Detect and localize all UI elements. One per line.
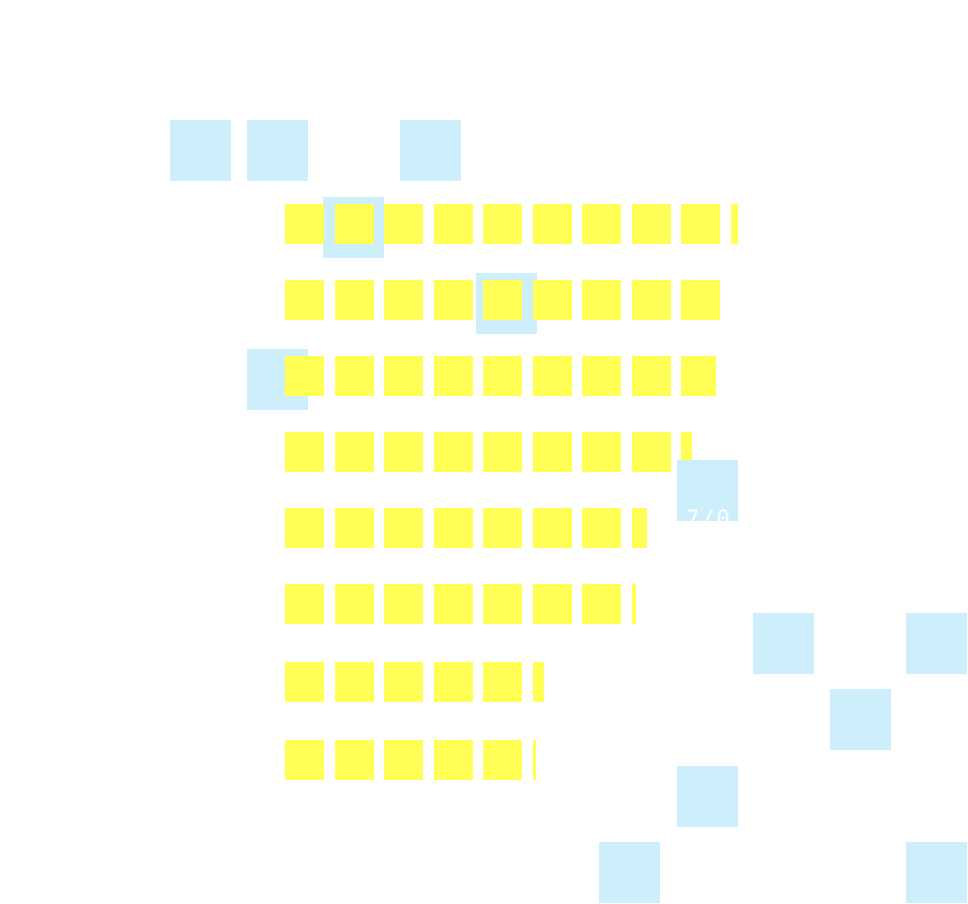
blue-block <box>599 842 660 903</box>
yellow-block <box>384 508 423 548</box>
yellow-block <box>631 432 671 472</box>
yellow-block <box>285 432 324 472</box>
yellow-block <box>285 740 324 780</box>
yellow-block <box>384 280 423 320</box>
yellow-block <box>384 432 423 472</box>
blue-block <box>400 120 461 181</box>
blue-block <box>677 460 738 521</box>
yellow-block <box>334 280 374 320</box>
yellow-block <box>285 584 324 624</box>
yellow-block <box>433 584 473 624</box>
yellow-block <box>532 432 572 472</box>
yellow-block <box>433 280 473 320</box>
blue-block <box>170 120 231 181</box>
blue-block <box>677 766 738 827</box>
text-fragment: 7/0 <box>686 507 732 522</box>
yellow-block <box>582 356 621 396</box>
blue-block <box>247 120 308 181</box>
yellow-block <box>285 662 324 702</box>
yellow-block <box>582 280 621 320</box>
blue-block <box>753 613 814 674</box>
yellow-block <box>384 662 423 702</box>
yellow-block <box>631 356 671 396</box>
yellow-block <box>483 356 522 396</box>
yellow-block <box>631 204 671 244</box>
yellow-block <box>582 432 621 472</box>
yellow-block <box>681 432 692 472</box>
yellow-block <box>483 662 522 702</box>
yellow-block <box>334 204 374 244</box>
blue-block <box>830 689 891 750</box>
yellow-block <box>532 280 572 320</box>
yellow-block <box>334 432 374 472</box>
yellow-block <box>631 584 636 624</box>
yellow-block <box>334 740 374 780</box>
yellow-block <box>532 584 572 624</box>
yellow-block <box>483 204 522 244</box>
yellow-block <box>532 356 572 396</box>
yellow-block <box>285 356 324 396</box>
yellow-block <box>334 356 374 396</box>
yellow-block <box>433 432 473 472</box>
yellow-block <box>582 584 621 624</box>
blue-block <box>906 613 967 674</box>
yellow-block <box>334 662 374 702</box>
yellow-block <box>483 508 522 548</box>
yellow-block <box>730 204 738 244</box>
yellow-block <box>433 356 473 396</box>
yellow-block <box>532 508 572 548</box>
yellow-block <box>384 356 423 396</box>
yellow-block <box>285 508 324 548</box>
yellow-block <box>532 740 536 780</box>
yellow-block <box>384 584 423 624</box>
yellow-block <box>433 204 473 244</box>
yellow-block <box>433 662 473 702</box>
yellow-block <box>631 280 671 320</box>
yellow-block <box>483 740 522 780</box>
yellow-block <box>334 584 374 624</box>
yellow-block <box>631 508 647 548</box>
yellow-block <box>532 662 544 702</box>
yellow-block <box>681 356 716 396</box>
yellow-block <box>433 508 473 548</box>
yellow-block <box>384 204 423 244</box>
yellow-block <box>285 280 324 320</box>
yellow-block <box>483 432 522 472</box>
yellow-block <box>582 508 621 548</box>
yellow-block <box>483 584 522 624</box>
yellow-block <box>681 280 720 320</box>
yellow-block <box>285 204 324 244</box>
yellow-block <box>384 740 423 780</box>
yellow-block <box>582 204 621 244</box>
yellow-block <box>532 204 572 244</box>
yellow-block <box>334 508 374 548</box>
yellow-block <box>483 280 522 320</box>
yellow-block <box>433 740 473 780</box>
yellow-block <box>681 204 720 244</box>
blue-block <box>906 842 967 903</box>
